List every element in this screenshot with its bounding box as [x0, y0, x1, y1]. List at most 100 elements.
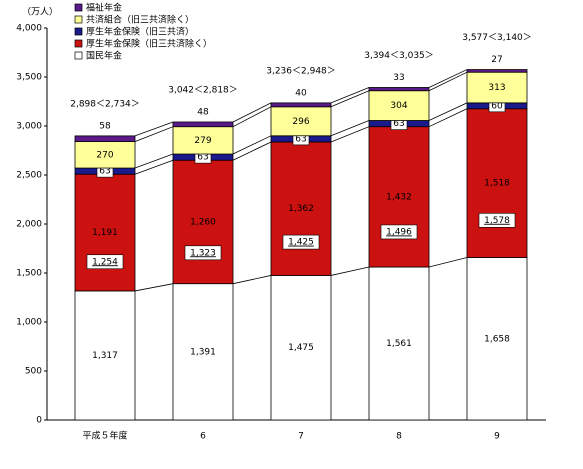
- connector: [232, 102, 272, 123]
- data-label: 63: [295, 134, 306, 144]
- x-tick-label: 9: [494, 432, 500, 442]
- data-label: 63: [99, 167, 110, 177]
- subtotal-box: [282, 234, 320, 250]
- x-tick-label: 7: [298, 432, 304, 442]
- data-label: 296: [292, 117, 309, 127]
- bar-segment: [172, 121, 234, 128]
- data-label: 1,191: [92, 228, 118, 238]
- bar-segment: [74, 173, 136, 292]
- connector: [330, 266, 370, 276]
- y-tick-label: 2,000: [16, 220, 42, 230]
- connector: [428, 108, 468, 128]
- bar-segment: [74, 135, 136, 142]
- data-label: 304: [390, 101, 407, 111]
- connector: [428, 102, 468, 121]
- subtotal-label: 1,496: [386, 227, 412, 237]
- connector: [428, 257, 468, 268]
- data-label: 1,362: [288, 204, 314, 214]
- bar-segment: [368, 87, 430, 92]
- legend-swatch: [74, 51, 83, 60]
- bar-segment: [172, 126, 234, 155]
- data-label: 1,561: [386, 339, 412, 349]
- data-label: 313: [488, 83, 505, 93]
- bar-segment: [270, 102, 332, 108]
- y-tick-label: 500: [25, 367, 42, 377]
- bar-segment: [466, 71, 528, 104]
- bar-segment: [270, 275, 332, 421]
- y-unit-label: （万人）: [22, 7, 58, 18]
- subtotal-box: [478, 213, 516, 228]
- connector: [232, 141, 272, 161]
- subtotal-box: [86, 254, 124, 270]
- bar-segment: [270, 141, 332, 276]
- data-label: 279: [194, 136, 211, 146]
- legend-swatch: [74, 15, 83, 24]
- data-label: 48: [197, 107, 209, 117]
- total-label: 3,577＜3,140＞: [462, 33, 532, 43]
- connector: [134, 159, 174, 175]
- bar-segment: [368, 90, 430, 121]
- y-tick-label: 3,500: [16, 73, 42, 83]
- legend-label: 国民年金: [86, 50, 122, 62]
- data-label: 33: [393, 73, 404, 83]
- subtotal-label: 1,323: [190, 248, 216, 258]
- x-tick-label: 8: [396, 432, 402, 442]
- total-label: 3,042＜2,818＞: [168, 85, 238, 95]
- y-tick-label: 1,500: [16, 269, 42, 279]
- connector: [134, 121, 174, 137]
- y-tick-label: 0: [36, 416, 42, 426]
- subtotal-label: 1,578: [484, 216, 510, 226]
- data-label: 1,475: [288, 343, 314, 353]
- connector: [428, 71, 468, 92]
- legend-label: 共済組合（旧三共済除く）: [86, 14, 194, 26]
- bar-segment: [466, 69, 528, 73]
- bar-segment: [368, 126, 430, 268]
- connector: [134, 126, 174, 142]
- connector: [232, 275, 272, 285]
- data-label: 27: [491, 55, 502, 65]
- subtotal-box: [380, 224, 418, 240]
- connector: [330, 126, 370, 143]
- total-label: 3,394＜3,035＞: [364, 51, 434, 61]
- legend-swatch: [74, 27, 83, 36]
- legend-label: 厚生年金保険（旧三共済除く）: [86, 38, 212, 50]
- connector: [428, 69, 468, 88]
- y-tick-label: 3,000: [16, 122, 42, 132]
- data-label: 1,658: [484, 334, 510, 344]
- subtotal-box: [184, 245, 222, 261]
- connector: [330, 87, 370, 104]
- connector: [134, 283, 174, 292]
- y-tick-label: 4,000: [16, 24, 42, 34]
- data-label: 58: [99, 121, 111, 131]
- bar-segment: [172, 159, 234, 285]
- y-tick-label: 1,000: [16, 318, 42, 328]
- bar-segment: [74, 141, 136, 169]
- connector: [232, 106, 272, 128]
- legend-label: 厚生年金保険（旧三共済）: [86, 26, 194, 38]
- total-label: 3,236＜2,948＞: [266, 66, 336, 76]
- data-label: 63: [197, 153, 208, 163]
- bar-segment: [466, 257, 528, 421]
- data-label: 1,260: [190, 217, 216, 227]
- bar-segment: [368, 266, 430, 421]
- legend-label: 福祉年金: [86, 2, 122, 14]
- data-label: 1,317: [92, 351, 118, 361]
- data-label: 270: [96, 150, 113, 160]
- connector: [134, 153, 174, 169]
- data-label: 1,391: [190, 347, 216, 357]
- total-label: 2,898＜2,734＞: [70, 99, 140, 109]
- y-tick-label: 2,500: [16, 171, 42, 181]
- bar-segment: [74, 290, 136, 421]
- x-tick-label: 平成５年度: [82, 430, 127, 442]
- subtotal-label: 1,425: [288, 238, 314, 248]
- bar-segment: [270, 106, 332, 137]
- connector: [330, 120, 370, 137]
- data-label: 60: [491, 101, 503, 111]
- data-label: 63: [393, 119, 404, 129]
- connector: [330, 90, 370, 108]
- data-label: 1,432: [386, 192, 412, 202]
- subtotal-label: 1,254: [92, 257, 118, 267]
- connector: [232, 135, 272, 155]
